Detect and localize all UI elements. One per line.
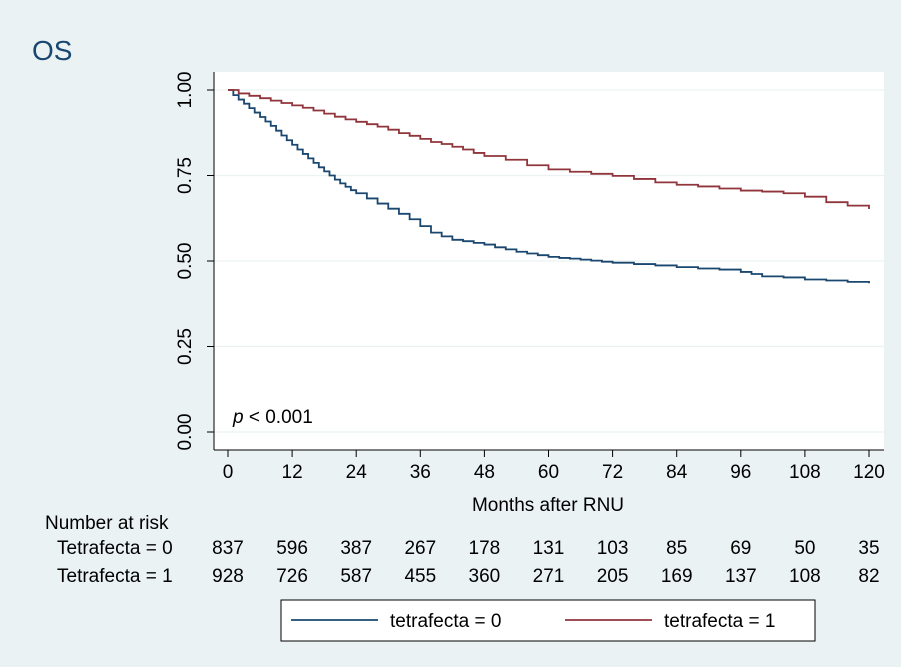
x-tick-label-10: 120: [853, 462, 885, 483]
y-tick-label-4: 1.00: [175, 72, 196, 109]
x-tick-label-5: 60: [538, 462, 559, 483]
risk-value-0-5: 131: [533, 538, 565, 559]
risk-value-0-3: 267: [404, 538, 436, 559]
risk-value-1-2: 587: [340, 566, 372, 587]
risk-value-1-10: 82: [858, 566, 879, 587]
risk-value-0-8: 69: [730, 538, 751, 559]
risk-value-1-4: 360: [469, 566, 501, 587]
km-curve-series-0: [228, 89, 870, 284]
chart-title: OS: [32, 35, 72, 66]
grid-lines: [214, 89, 884, 433]
x-axis-ticks: 0 12 24 36 48 60 72 84 96 108 120: [223, 450, 885, 483]
risk-value-1-6: 205: [597, 566, 629, 587]
risk-value-1-8: 137: [725, 566, 757, 587]
x-tick-label-3: 36: [410, 462, 431, 483]
risk-value-1-7: 169: [661, 566, 693, 587]
p-value-text: < 0.001: [244, 407, 313, 428]
p-value-annotation: p < 0.001: [232, 407, 313, 428]
y-tick-label-1: 0.25: [175, 328, 196, 365]
x-tick-label-9: 108: [789, 462, 821, 483]
number-at-risk-table: Number at risk Tetrafecta = 0 837 596 387 26…: [45, 513, 880, 587]
risk-value-0-2: 387: [340, 538, 372, 559]
x-tick-label-2: 24: [346, 462, 368, 483]
km-curve-series-1: [228, 89, 870, 210]
p-value-symbol: p: [232, 407, 244, 428]
risk-value-1-3: 455: [404, 566, 436, 587]
x-axis-label: Months after RNU: [472, 495, 624, 516]
risk-value-0-1: 596: [276, 538, 308, 559]
legend-label-tetrafecta-1: tetrafecta = 1: [664, 611, 775, 632]
risk-value-0-4: 178: [469, 538, 501, 559]
risk-row-label-0: Tetrafecta = 0: [57, 538, 173, 559]
risk-row-label-1: Tetrafecta = 1: [57, 566, 173, 587]
y-tick-label-2: 0.50: [175, 243, 196, 280]
risk-value-0-0: 837: [212, 538, 244, 559]
x-tick-label-4: 48: [474, 462, 495, 483]
risk-value-1-5: 271: [533, 566, 565, 587]
y-tick-label-0: 0.00: [175, 414, 196, 451]
survival-curves: [228, 89, 870, 284]
risk-value-0-9: 50: [794, 538, 815, 559]
x-tick-label-0: 0: [223, 462, 234, 483]
x-tick-label-8: 96: [730, 462, 751, 483]
risk-value-1-9: 108: [789, 566, 821, 587]
legend: tetrafecta = 0 tetrafecta = 1: [280, 599, 816, 642]
risk-table-heading: Number at risk: [45, 513, 169, 534]
risk-value-1-0: 928: [212, 566, 244, 587]
y-axis-ticks: 0.00 0.25 0.50 0.75 1.00: [175, 72, 214, 451]
legend-label-tetrafecta-0: tetrafecta = 0: [390, 611, 501, 632]
risk-value-0-10: 35: [858, 538, 879, 559]
risk-value-0-6: 103: [597, 538, 629, 559]
y-tick-label-3: 0.75: [175, 157, 196, 194]
x-tick-label-7: 84: [666, 462, 688, 483]
risk-value-1-1: 726: [276, 566, 308, 587]
x-tick-label-1: 12: [282, 462, 303, 483]
x-tick-label-6: 72: [602, 462, 623, 483]
risk-value-0-7: 85: [666, 538, 687, 559]
